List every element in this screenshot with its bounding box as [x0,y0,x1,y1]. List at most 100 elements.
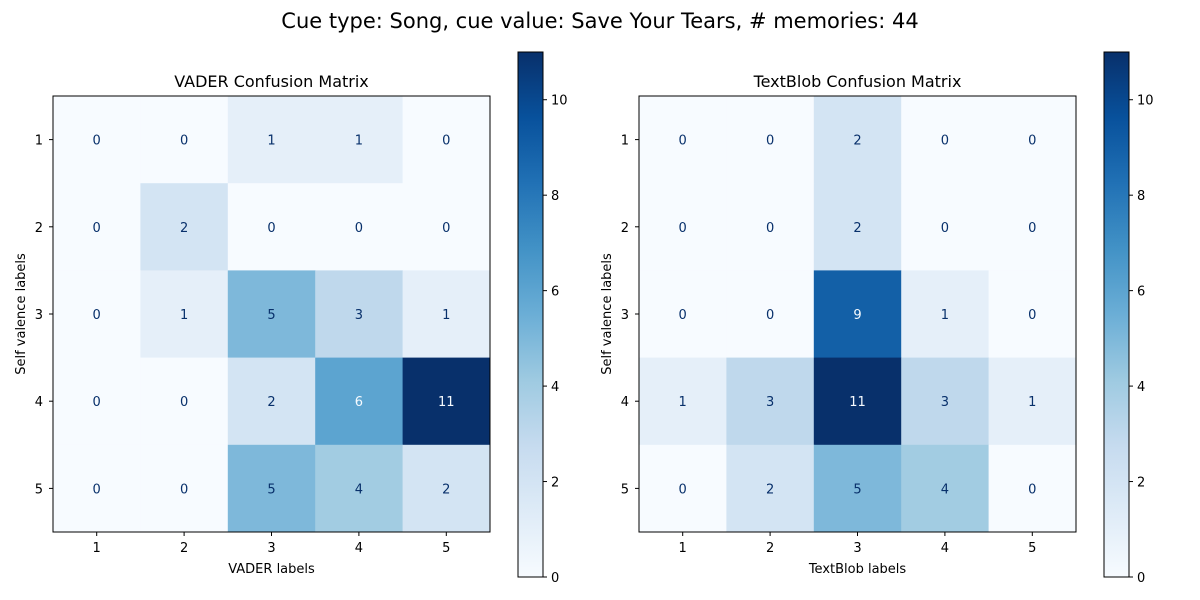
cell-value-label: 0 [679,308,687,323]
heatmap-cell [726,357,815,446]
cell-value-label: 3 [766,395,774,410]
cell-value-label: 2 [180,221,188,236]
y-tick-label: 4 [35,395,43,410]
heatmap-cell [315,444,404,533]
heatmap-cell [901,183,990,271]
heatmap-cells [53,96,491,533]
heatmap-cell [901,270,990,359]
heatmap-cell [988,183,1077,271]
heatmap-cell [901,96,990,184]
heatmap-cell [402,357,491,446]
heatmap-cell [726,444,815,533]
cell-value-label: 0 [267,221,275,236]
heatmap-cell [402,270,491,359]
cell-value-label: 2 [853,221,861,236]
heatmap-cells [639,96,1077,533]
heatmap-cell [988,270,1077,359]
cell-value-label: 0 [93,221,101,236]
heatmap-cell [53,183,141,271]
heatmap-cell [639,444,727,533]
heatmap-cell [140,444,229,533]
heatmap-cell [53,270,141,359]
x-tick-label: 4 [941,541,949,556]
cell-value-label: 0 [93,308,101,323]
heatmap-cell [402,444,491,533]
cell-value-label: 11 [438,395,455,410]
cell-value-label: 0 [1028,308,1036,323]
colorbar-gradient [517,51,544,578]
x-tick-label: 2 [766,541,774,556]
y-ticks: 1 2 3 4 5 [35,134,53,497]
cell-value-label: 11 [849,395,866,410]
cell-value-label: 0 [941,221,949,236]
x-tick-label: 3 [267,541,275,556]
cell-value-label: 3 [941,395,949,410]
cell-value-label: 2 [853,134,861,149]
cell-value-label: 0 [1028,134,1036,149]
x-tick-label: 5 [1028,541,1036,556]
cell-value-label: 0 [1028,482,1036,497]
y-tick-label: 5 [35,482,43,497]
heatmap-cell [140,183,229,271]
heatmap-cell [988,357,1077,446]
cell-value-label: 0 [180,482,188,497]
x-tick-label: 5 [442,541,450,556]
cell-value-label: 9 [853,308,861,323]
heatmap-cell [227,270,316,359]
colorbar-tick-label: 8 [1137,189,1145,204]
cell-value-label: 5 [267,308,275,323]
colorbar: 0 2 4 6 8 10 [1103,51,1154,586]
heatmap-cell [813,444,902,533]
cell-value-label: 6 [355,395,363,410]
cell-value-label: 0 [679,482,687,497]
cell-value-label: 0 [766,134,774,149]
cell-value-label: 3 [355,308,363,323]
heatmap-cell [227,444,316,533]
colorbar-tick-label: 10 [1137,94,1154,109]
cell-value-label: 0 [355,221,363,236]
y-tick-label: 2 [621,221,629,236]
y-ticks: 1 2 3 4 5 [621,134,639,497]
heatmap-cell-labels: 0 0 2 0 0 0 0 2 0 0 0 0 9 1 0 1 3 11 3 1 0 2 5 4 0 [679,134,1037,498]
cell-value-label: 0 [180,395,188,410]
colorbar-tick-label: 2 [1137,476,1145,491]
x-tick-label: 1 [679,541,687,556]
cell-value-label: 0 [93,395,101,410]
colorbar-ticks: 0 2 4 6 8 10 [543,94,568,586]
heatmap-cell [227,357,316,446]
cell-value-label: 1 [442,308,450,323]
cell-value-label: 5 [853,482,861,497]
cell-value-label: 0 [442,134,450,149]
x-axis-label: VADER labels [228,562,315,577]
chart-title: VADER Confusion Matrix [174,72,369,91]
heatmap-cell [140,270,229,359]
colorbar-tick-label: 4 [1137,380,1145,395]
x-tick-label: 4 [355,541,363,556]
chart-title: TextBlob Confusion Matrix [753,72,962,91]
heatmap-cell [726,96,815,184]
cell-value-label: 0 [679,221,687,236]
colorbar-tick-label: 4 [551,380,559,395]
colorbar-tick-label: 6 [1137,285,1145,300]
y-axis-label: Self valence labels [14,253,29,375]
cell-value-label: 0 [679,134,687,149]
y-tick-label: 1 [35,134,43,149]
cell-value-label: 1 [355,134,363,149]
colorbar-tick-label: 0 [1137,571,1145,586]
heatmap-cell [140,357,229,446]
cell-value-label: 4 [355,482,363,497]
heatmap-cell [53,96,141,184]
heatmap-cell [988,444,1077,533]
heatmap-cell [988,96,1077,184]
cell-value-label: 1 [941,308,949,323]
colorbar-tick-label: 10 [551,94,568,109]
y-tick-label: 3 [35,308,43,323]
y-tick-label: 1 [621,134,629,149]
x-axis-label: TextBlob labels [808,562,907,577]
heatmap-cell [315,183,404,271]
heatmap-cell [53,444,141,533]
cell-value-label: 0 [766,308,774,323]
heatmap-cell [813,357,902,446]
cell-value-label: 5 [267,482,275,497]
